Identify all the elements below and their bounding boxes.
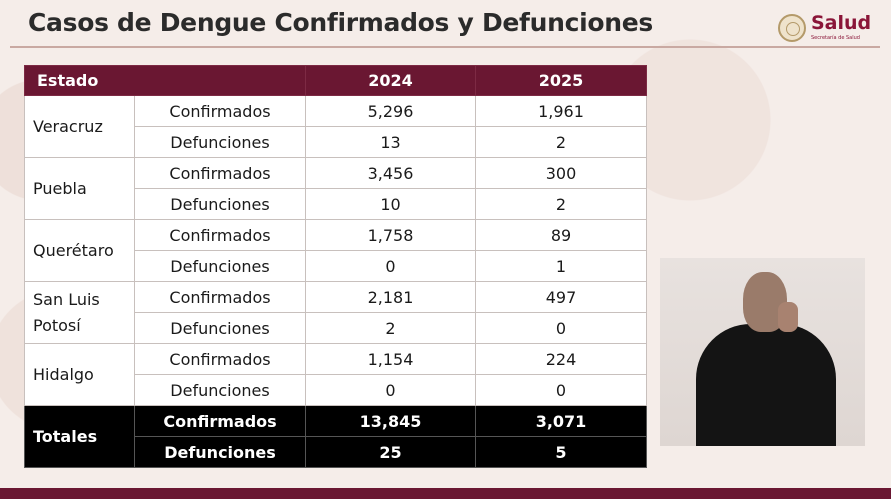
table-header-row: Estado 2024 2025: [24, 65, 647, 96]
value-cell: 1: [475, 250, 647, 282]
value-cell: 5,296: [305, 95, 476, 127]
value-cell: 0: [475, 374, 647, 406]
coat-of-arms-icon: [778, 14, 806, 42]
metric-label: Defunciones: [134, 188, 306, 220]
value-cell: 3,456: [305, 157, 476, 189]
metric-label: Defunciones: [134, 126, 306, 158]
state-name: Veracruz: [24, 95, 135, 158]
table-row: Defunciones 0 0: [25, 374, 647, 406]
table-row: Puebla Confirmados 3,456 300: [24, 157, 647, 220]
table-row: Defunciones 10 2: [25, 188, 647, 220]
total-value-cell: 25: [305, 436, 476, 468]
interpreter-body: [696, 324, 836, 446]
table-row: Querétaro Confirmados 1,758 89: [24, 219, 647, 282]
state-name: Hidalgo: [24, 343, 135, 406]
metric-label: Confirmados: [134, 95, 306, 127]
value-cell: 0: [305, 374, 476, 406]
value-cell: 13: [305, 126, 476, 158]
metric-label: Defunciones: [134, 250, 306, 282]
table-row: Hidalgo Confirmados 1,154 224: [24, 343, 647, 406]
table-row: Defunciones 2 0: [25, 312, 647, 344]
value-cell: 300: [475, 157, 647, 189]
metric-label: Confirmados: [134, 219, 306, 251]
column-header-2025: 2025: [475, 65, 647, 96]
total-value-cell: 13,845: [305, 405, 476, 437]
value-cell: 2,181: [305, 281, 476, 313]
column-header-estado: Estado: [24, 65, 306, 96]
value-cell: 1,154: [305, 343, 476, 375]
metric-label: Confirmados: [134, 343, 306, 375]
totals-label: Totales: [24, 405, 135, 468]
value-cell: 0: [475, 312, 647, 344]
state-name: San Luis Potosí: [24, 281, 135, 344]
metric-label: Confirmados: [134, 405, 306, 437]
title-divider: [10, 46, 880, 48]
table-row: San Luis Potosí Confirmados 2,181 497: [24, 281, 647, 344]
metric-label: Defunciones: [134, 436, 306, 468]
column-header-2024: 2024: [305, 65, 476, 96]
metric-label: Defunciones: [134, 374, 306, 406]
metric-label: Confirmados: [134, 157, 306, 189]
value-cell: 1,961: [475, 95, 647, 127]
bottom-bar: [0, 488, 891, 499]
state-name: Querétaro: [24, 219, 135, 282]
value-cell: 2: [475, 126, 647, 158]
state-name: Puebla: [24, 157, 135, 220]
value-cell: 10: [305, 188, 476, 220]
dengue-table: Estado 2024 2025 Veracruz Confirmados 5,…: [24, 65, 647, 468]
totals-row: Defunciones 25 5: [25, 436, 647, 468]
logo-text: Salud: [811, 12, 872, 34]
metric-label: Confirmados: [134, 281, 306, 313]
metric-label: Defunciones: [134, 312, 306, 344]
table-row: Defunciones 13 2: [25, 126, 647, 158]
table-row: Veracruz Confirmados 5,296 1,961: [24, 95, 647, 158]
total-value-cell: 5: [475, 436, 647, 468]
logo-subtitle: Secretaría de Salud: [811, 35, 860, 41]
value-cell: 497: [475, 281, 647, 313]
salud-logo: Salud Secretaría de Salud: [778, 12, 878, 46]
value-cell: 0: [305, 250, 476, 282]
value-cell: 224: [475, 343, 647, 375]
value-cell: 2: [305, 312, 476, 344]
interpreter-hand: [778, 302, 798, 332]
totals-row: Totales Confirmados 13,845 3,071: [24, 405, 647, 468]
sign-language-interpreter: [660, 258, 865, 446]
value-cell: 89: [475, 219, 647, 251]
page-title: Casos de Dengue Confirmados y Defuncione…: [28, 8, 654, 37]
value-cell: 2: [475, 188, 647, 220]
value-cell: 1,758: [305, 219, 476, 251]
total-value-cell: 3,071: [475, 405, 647, 437]
